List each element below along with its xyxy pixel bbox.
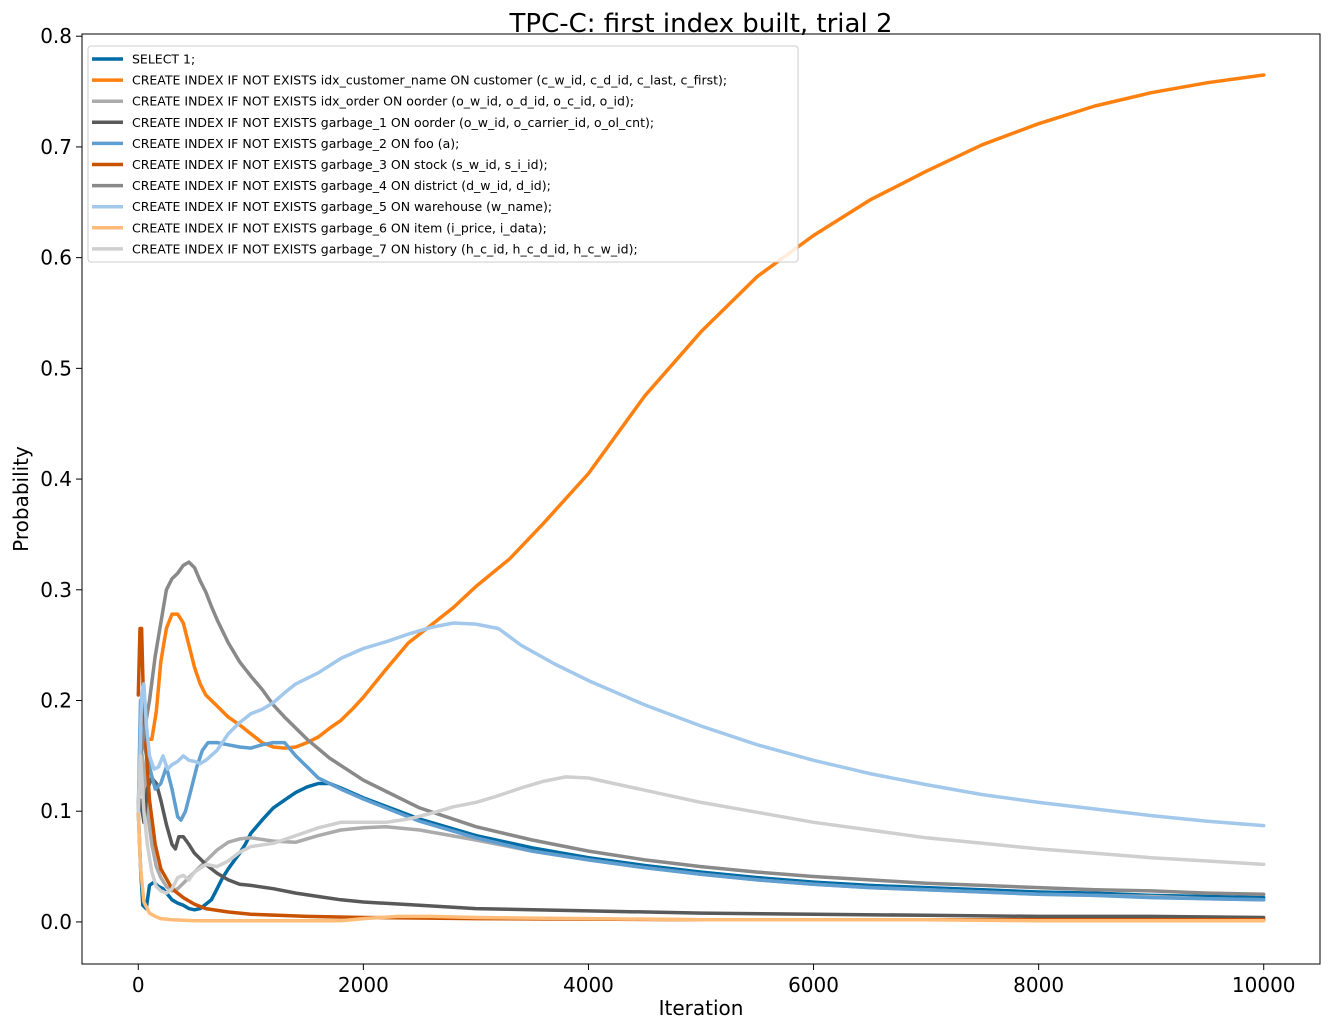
series-line-8 bbox=[136, 809, 1266, 923]
y-tick-label: 0.3 bbox=[40, 578, 72, 602]
legend-entry: CREATE INDEX IF NOT EXISTS garbage_6 ON … bbox=[132, 220, 547, 235]
legend-box bbox=[87, 45, 799, 263]
x-tick-label: 4000 bbox=[563, 973, 614, 997]
legend-entry: CREATE INDEX IF NOT EXISTS garbage_2 ON … bbox=[132, 136, 459, 151]
y-tick-label: 0.8 bbox=[40, 24, 72, 48]
series-line-7 bbox=[136, 621, 1266, 828]
x-axis-label: Iteration bbox=[659, 996, 744, 1020]
y-tick-label: 0.5 bbox=[40, 356, 72, 380]
y-tick-label: 0.6 bbox=[40, 246, 72, 270]
x-tick-label: 10000 bbox=[1232, 973, 1296, 997]
series-line-3 bbox=[136, 776, 1266, 920]
legend-entry: CREATE INDEX IF NOT EXISTS garbage_7 ON … bbox=[132, 241, 638, 256]
x-tick-label: 8000 bbox=[1013, 973, 1064, 997]
legend-entry: SELECT 1; bbox=[132, 52, 195, 67]
y-tick-label: 0.4 bbox=[40, 467, 72, 491]
y-axis: 0.0 0.1 0.2 0.3 0.4 0.5 0.6 0.7 0.8 bbox=[40, 24, 82, 934]
plot-lines bbox=[136, 73, 1266, 923]
legend: SELECT 1; CREATE INDEX IF NOT EXISTS idx_… bbox=[87, 45, 799, 263]
series-line-9 bbox=[136, 754, 1266, 895]
y-tick-label: 0.1 bbox=[40, 799, 72, 823]
plot-frame bbox=[81, 33, 1321, 965]
series-line-6 bbox=[136, 560, 1266, 897]
legend-entry: CREATE INDEX IF NOT EXISTS garbage_4 ON … bbox=[132, 178, 551, 193]
series-line-4 bbox=[136, 698, 1266, 902]
legend-entry: CREATE INDEX IF NOT EXISTS garbage_3 ON … bbox=[132, 157, 548, 172]
y-tick-label: 0.2 bbox=[40, 689, 72, 713]
legend-entry: CREATE INDEX IF NOT EXISTS idx_customer_… bbox=[132, 73, 727, 88]
y-tick-label: 0.7 bbox=[40, 135, 72, 159]
y-axis-label: Probability bbox=[9, 446, 33, 552]
x-axis: 0 2000 4000 6000 8000 10000 bbox=[132, 964, 1296, 997]
x-tick-label: 0 bbox=[132, 973, 145, 997]
legend-entry: CREATE INDEX IF NOT EXISTS idx_order ON … bbox=[132, 94, 634, 109]
legend-entry: CREATE INDEX IF NOT EXISTS garbage_1 ON … bbox=[132, 115, 654, 130]
y-tick-label: 0.0 bbox=[40, 910, 72, 934]
series-line-1 bbox=[136, 73, 1266, 813]
legend-entry: CREATE INDEX IF NOT EXISTS garbage_5 ON … bbox=[132, 199, 552, 214]
x-tick-label: 6000 bbox=[788, 973, 839, 997]
x-tick-label: 2000 bbox=[338, 973, 389, 997]
